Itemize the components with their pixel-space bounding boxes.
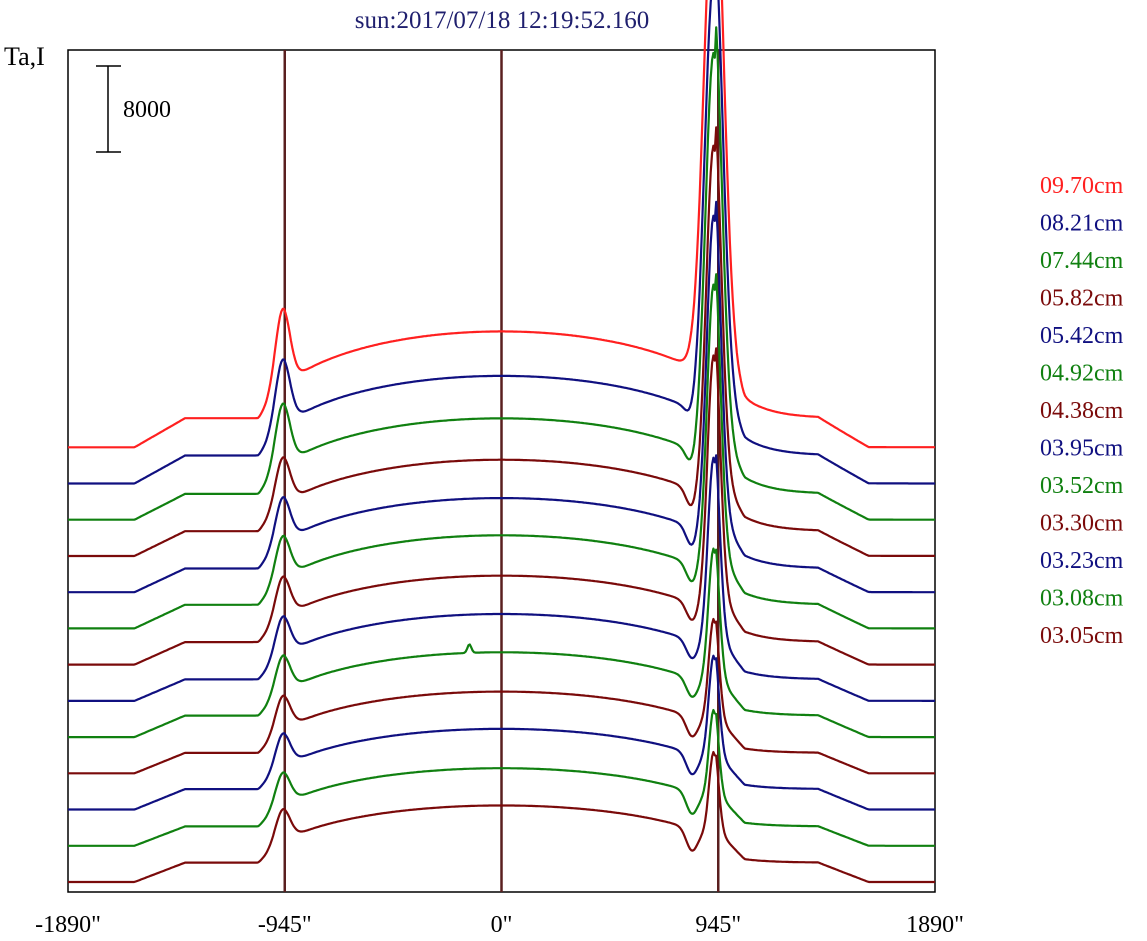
x-tick-label: 0"	[491, 912, 513, 938]
series-line	[68, 547, 935, 739]
legend-entry: 05.82cm	[1040, 286, 1124, 312]
x-tick-label: -945"	[258, 912, 312, 938]
reference-lines	[283, 50, 720, 892]
series-line	[68, 454, 935, 702]
series-line	[68, 617, 935, 775]
legend-entry: 03.30cm	[1040, 511, 1124, 537]
scale-bar-label: 8000	[123, 97, 171, 123]
legend-entry: 05.42cm	[1040, 323, 1124, 349]
series-traces	[68, 0, 936, 884]
legend-entry: 03.95cm	[1040, 436, 1124, 462]
legend-entry: 09.70cm	[1040, 173, 1124, 199]
series-line	[68, 708, 935, 847]
legend-entry: 04.92cm	[1040, 361, 1124, 387]
series-line	[68, 347, 935, 666]
x-tick-label: -1890"	[35, 912, 101, 938]
legend-entry: 04.38cm	[1040, 398, 1124, 424]
series-line	[68, 273, 935, 630]
series-line	[68, 654, 935, 811]
x-tick-label: 1890"	[906, 912, 964, 938]
legend-entry: 07.44cm	[1040, 248, 1124, 274]
legend-entry: 03.08cm	[1040, 586, 1124, 612]
series-line	[68, 26, 935, 521]
series-line	[68, 126, 935, 558]
x-tick-label: 945"	[695, 912, 741, 938]
legend-entry: 03.52cm	[1040, 473, 1124, 499]
legend: 09.70cm 08.21cm 07.44cm 05.82cm 05.42cm 04.92…	[1040, 173, 1124, 649]
scale-bar: 8000	[96, 65, 171, 153]
legend-entry: 03.05cm	[1040, 623, 1124, 649]
y-axis-label: Ta,I	[4, 42, 45, 71]
series-line	[68, 0, 936, 449]
legend-entry: 08.21cm	[1040, 211, 1124, 237]
series-line	[68, 0, 935, 485]
x-tick-labels: -1890" -945" 0" 945" 1890"	[35, 912, 964, 938]
series-line	[68, 200, 935, 594]
chart-title: sun:2017/07/18 12:19:52.160	[355, 7, 649, 34]
legend-entry: 03.23cm	[1040, 548, 1124, 574]
series-line	[68, 750, 935, 884]
